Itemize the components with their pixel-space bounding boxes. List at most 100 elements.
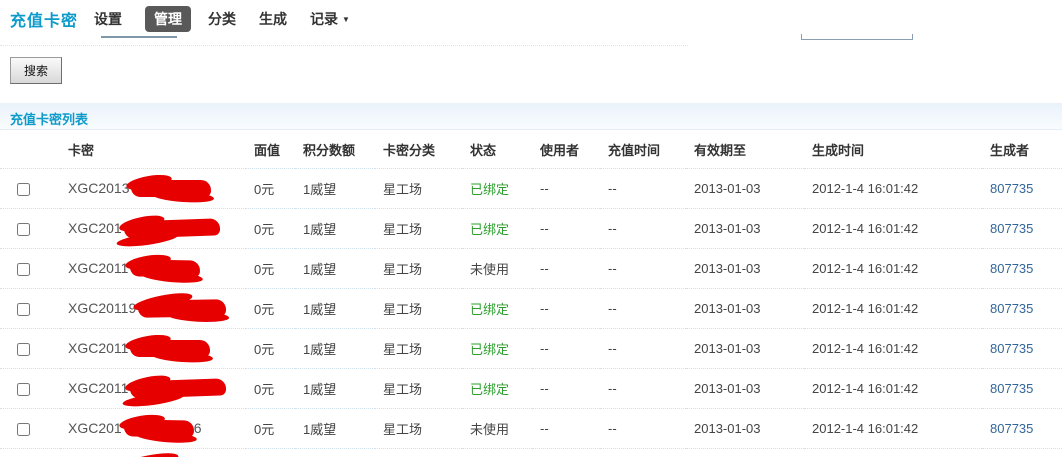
generator-link[interactable]: 807735 bbox=[990, 181, 1034, 196]
recharge-time-cell: -- bbox=[600, 328, 686, 369]
user-cell: -- bbox=[532, 328, 600, 369]
generated-at-cell: 2012-1-4 16:01:42 bbox=[804, 168, 982, 209]
table-row: XGC201 0元 1威望 星工场 已绑定 -- -- 2013-01-03 2… bbox=[0, 208, 1062, 249]
card-key-prefix: XGC2011 bbox=[68, 340, 129, 356]
user-cell: -- bbox=[532, 248, 600, 289]
user-cell: -- bbox=[532, 368, 600, 409]
generated-at-cell: 2012-1-4 16:01:42 bbox=[804, 288, 982, 329]
status-text: 未使用 bbox=[470, 422, 510, 437]
table-row: XGC2011 0元 1威望 星工场 未使用 -- -- 2013-01-03 … bbox=[0, 248, 1062, 289]
card-key-prefix: XGC2011 bbox=[68, 260, 129, 276]
valid-until-cell: 2013-01-03 bbox=[686, 208, 804, 249]
generated-at-cell: 2012-1-4 16:01:42 bbox=[804, 448, 982, 457]
table-header-row: 卡密 面值 积分数额 卡密分类 状态 使用者 充值时间 有效期至 生成时间 生成… bbox=[0, 130, 1062, 169]
row-checkbox[interactable] bbox=[17, 303, 30, 317]
search-button[interactable]: 搜索 bbox=[10, 57, 63, 84]
face-value-cell: 0元 bbox=[246, 288, 295, 329]
user-cell: -- bbox=[532, 408, 600, 449]
col-header-category: 卡密分类 bbox=[375, 130, 462, 169]
recharge-time-cell: -- bbox=[600, 288, 686, 329]
face-value-cell: 0元 bbox=[246, 368, 295, 409]
row-checkbox[interactable] bbox=[17, 223, 30, 237]
redaction-scribble bbox=[123, 419, 194, 438]
active-tab-underline bbox=[101, 36, 177, 38]
user-cell: -- bbox=[532, 288, 600, 329]
face-value-cell: 0元 bbox=[246, 448, 295, 457]
col-header-checkbox bbox=[0, 130, 60, 169]
generator-link[interactable]: 807735 bbox=[990, 341, 1034, 356]
points-cell: 1威望 bbox=[295, 368, 375, 409]
generator-link[interactable]: 807735 bbox=[990, 421, 1034, 436]
valid-until-cell: 2013-01-03 bbox=[686, 408, 804, 449]
face-value-cell: 0元 bbox=[246, 168, 295, 209]
row-checkbox[interactable] bbox=[17, 383, 30, 397]
table-row: XGC201 6 0元 1威望 星工场 未使用 -- -- 2013-01-03 … bbox=[0, 408, 1062, 449]
generated-at-cell: 2012-1-4 16:01:42 bbox=[804, 328, 982, 369]
generator-link[interactable]: 807735 bbox=[990, 301, 1034, 316]
cropped-input-field[interactable] bbox=[801, 34, 913, 40]
tab-generate[interactable]: 生成 bbox=[259, 11, 287, 27]
card-key-prefix: XGC201 bbox=[68, 220, 122, 236]
face-value-cell: 0元 bbox=[246, 208, 295, 249]
category-cell: 星工场 bbox=[375, 448, 462, 457]
valid-until-cell: 2013-01-03 bbox=[686, 368, 804, 409]
user-cell: -- bbox=[532, 448, 600, 457]
table-row: XGC20119 0元 1威望 星工场 已绑定 -- -- 2013-01-03… bbox=[0, 288, 1062, 329]
row-checkbox[interactable] bbox=[17, 263, 30, 277]
generated-at-cell: 2012-1-4 16:01:42 bbox=[804, 368, 982, 409]
row-checkbox[interactable] bbox=[17, 183, 30, 197]
col-header-points: 积分数额 bbox=[295, 130, 375, 169]
valid-until-cell: 2013-01-03 bbox=[686, 248, 804, 289]
tab-records[interactable]: 记录 ▼ bbox=[310, 11, 350, 27]
card-key-table: 卡密 面值 积分数额 卡密分类 状态 使用者 充值时间 有效期至 生成时间 生成… bbox=[0, 130, 1062, 457]
generated-at-cell: 2012-1-4 16:01:42 bbox=[804, 408, 982, 449]
generated-at-cell: 2012-1-4 16:01:42 bbox=[804, 248, 982, 289]
card-key-prefix: XGC2011 bbox=[68, 380, 129, 396]
redaction-scribble bbox=[130, 340, 211, 357]
face-value-cell: 0元 bbox=[246, 328, 295, 369]
table-row: XGC201 0元 1威望 星工场 未使用 -- -- 2013-01-03 2… bbox=[0, 448, 1062, 457]
tab-category[interactable]: 分类 bbox=[208, 11, 236, 27]
card-key-prefix: XGC201 bbox=[68, 420, 122, 436]
category-cell: 星工场 bbox=[375, 248, 462, 289]
user-cell: -- bbox=[532, 168, 600, 209]
row-checkbox[interactable] bbox=[17, 343, 30, 357]
valid-until-cell: 2013-01-03 bbox=[686, 288, 804, 329]
status-text: 已绑定 bbox=[470, 222, 510, 237]
row-checkbox[interactable] bbox=[17, 423, 30, 437]
category-cell: 星工场 bbox=[375, 288, 462, 329]
generated-at-cell: 2012-1-4 16:01:42 bbox=[804, 208, 982, 249]
face-value-cell: 0元 bbox=[246, 248, 295, 289]
card-key-suffix: 6 bbox=[193, 420, 202, 436]
category-cell: 星工场 bbox=[375, 208, 462, 249]
card-key-prefix: XGC2013 bbox=[68, 180, 130, 196]
category-cell: 星工场 bbox=[375, 408, 462, 449]
tab-manage[interactable]: 管理 bbox=[145, 6, 191, 32]
card-key-prefix: XGC20119 bbox=[68, 300, 137, 316]
points-cell: 1威望 bbox=[295, 248, 375, 289]
points-cell: 1威望 bbox=[295, 288, 375, 329]
face-value-cell: 0元 bbox=[246, 408, 295, 449]
recharge-time-cell: -- bbox=[600, 408, 686, 449]
generator-link[interactable]: 807735 bbox=[990, 381, 1034, 396]
tab-settings[interactable]: 设置 bbox=[94, 11, 122, 27]
status-text: 已绑定 bbox=[470, 342, 510, 357]
status-text: 已绑定 bbox=[470, 302, 510, 317]
points-cell: 1威望 bbox=[295, 408, 375, 449]
generator-link[interactable]: 807735 bbox=[990, 261, 1034, 276]
points-cell: 1威望 bbox=[295, 208, 375, 249]
recharge-time-cell: -- bbox=[600, 448, 686, 457]
status-text: 已绑定 bbox=[470, 382, 510, 397]
table-row: XGC2011 0元 1威望 星工场 已绑定 -- -- 2013-01-03 … bbox=[0, 328, 1062, 369]
table-row: XGC2011 0元 1威望 星工场 已绑定 -- -- 2013-01-03 … bbox=[0, 368, 1062, 409]
header-divider bbox=[0, 45, 688, 46]
recharge-time-cell: -- bbox=[600, 208, 686, 249]
valid-until-cell: 2013-01-03 bbox=[686, 448, 804, 457]
redaction-scribble bbox=[130, 378, 227, 399]
col-header-user: 使用者 bbox=[532, 130, 600, 169]
recharge-time-cell: -- bbox=[600, 168, 686, 209]
col-header-status: 状态 bbox=[462, 130, 532, 169]
col-header-valid-until: 有效期至 bbox=[686, 130, 804, 169]
generator-link[interactable]: 807735 bbox=[990, 221, 1034, 236]
points-cell: 1威望 bbox=[295, 168, 375, 209]
